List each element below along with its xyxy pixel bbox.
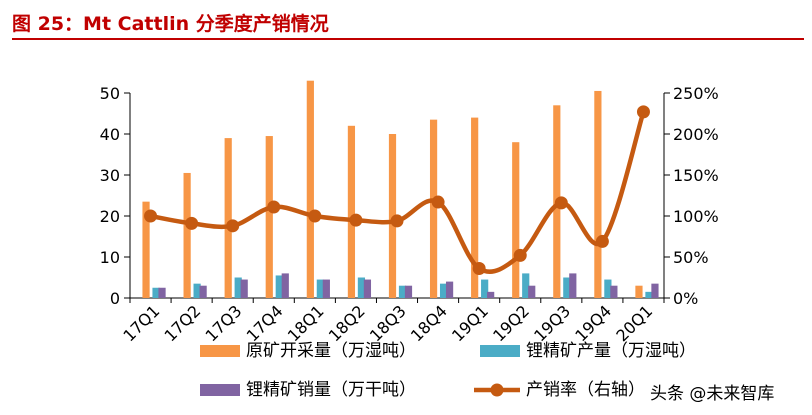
bar-1-19Q4 [594, 90, 602, 298]
bar-3-17Q3 [240, 279, 248, 298]
category-label: 17Q3 [202, 301, 246, 345]
chart-legend: 原矿开采量（万湿吨） 锂精矿产量（万湿吨） 锂精矿销量（万干吨） 产销率（右轴） [200, 341, 696, 400]
category-label: 19Q1 [448, 301, 492, 345]
bar-2-18Q4 [439, 283, 448, 298]
category-label: 17Q4 [243, 301, 287, 345]
bar-1-18Q1 [306, 80, 314, 298]
category-label: 19Q2 [489, 301, 533, 345]
bar-2-18Q1 [316, 279, 324, 298]
bar-3-19Q3 [569, 273, 577, 298]
sell-through-point-18Q1 [308, 209, 322, 223]
legend-swatch [200, 384, 240, 396]
chart-axes: 0 10 20 30 40 50 0% 50% 100% 150% 200% 250% [100, 84, 719, 308]
sell-through-point-19Q1 [472, 261, 486, 275]
bar-3-17Q1 [158, 287, 166, 298]
bar-2-20Q1 [645, 291, 653, 298]
bar-3-19Q4 [610, 285, 618, 298]
right-tick-label: 250% [673, 84, 719, 103]
bar-2-19Q2 [522, 273, 530, 298]
sell-through-point-17Q1 [144, 209, 158, 223]
sell-through-point-20Q1 [636, 105, 650, 119]
bar-3-19Q1 [487, 291, 495, 298]
bar-3-20Q1 [651, 283, 659, 298]
right-tick-label: 0% [673, 289, 698, 308]
bar-3-19Q2 [528, 285, 536, 298]
sell-through-point-18Q3 [390, 214, 404, 228]
sell-through-point-19Q4 [595, 234, 609, 248]
bar-1-17Q3 [224, 138, 232, 298]
bar-3-18Q3 [404, 285, 413, 298]
right-tick-label: 150% [673, 166, 719, 185]
chart-line [144, 105, 650, 275]
title-bar: 图 25：Mt Cattlin 分季度产销情况 [0, 0, 812, 40]
bar-2-18Q3 [398, 285, 407, 298]
left-tick-label: 50 [100, 84, 120, 103]
bar-1-20Q1 [635, 285, 643, 298]
bar-3-18Q1 [322, 279, 330, 298]
category-label: 19Q4 [571, 301, 615, 345]
sell-through-point-18Q2 [349, 213, 363, 227]
watermark: 头条 @未来智库 [650, 384, 774, 404]
bar-1-19Q1 [471, 117, 479, 298]
sell-through-point-18Q4 [431, 195, 445, 209]
bar-1-18Q4 [429, 119, 438, 299]
right-tick-label: 100% [673, 207, 719, 226]
bar-2-17Q2 [193, 283, 201, 298]
sell-through-point-17Q2 [185, 216, 199, 230]
bar-2-17Q4 [275, 275, 283, 298]
sell-through-line [150, 111, 646, 274]
legend-label: 锂精矿销量（万干吨） [246, 380, 416, 400]
legend-swatch [480, 345, 520, 357]
bar-2-17Q1 [152, 287, 160, 298]
bar-3-18Q2 [363, 279, 372, 298]
bar-1-18Q2 [347, 125, 356, 298]
bar-1-17Q4 [265, 136, 273, 298]
legend-label: 产销率（右轴） [526, 380, 645, 400]
sell-through-point-17Q3 [226, 219, 240, 233]
bar-2-19Q1 [481, 279, 489, 298]
title-divider [12, 38, 804, 40]
category-label: 17Q2 [161, 301, 205, 345]
bar-1-17Q1 [142, 201, 150, 298]
right-tick-label: 200% [673, 125, 719, 144]
category-label: 17Q1 [119, 301, 163, 345]
category-label: 19Q3 [530, 301, 574, 345]
bar-2-19Q4 [604, 279, 612, 298]
legend-swatch-marker [490, 383, 504, 397]
legend-label: 锂精矿产量（万湿吨） [526, 341, 696, 361]
chart-title: 图 25：Mt Cattlin 分季度产销情况 [12, 13, 329, 35]
bar-2-17Q3 [234, 277, 242, 298]
left-tick-label: 40 [100, 125, 120, 144]
bar-3-18Q4 [445, 281, 454, 298]
sell-through-point-19Q3 [554, 196, 568, 210]
chart-bars [142, 80, 659, 299]
category-label: 18Q1 [284, 301, 328, 345]
bar-2-19Q3 [563, 277, 571, 298]
category-labels: 17Q117Q217Q317Q418Q118Q218Q318Q419Q119Q2… [119, 301, 656, 345]
left-tick-label: 0 [110, 289, 120, 308]
sell-through-point-17Q4 [267, 200, 281, 214]
bar-1-18Q3 [388, 134, 397, 298]
legend-label: 原矿开采量（万湿吨） [246, 341, 416, 361]
sell-through-point-19Q2 [513, 248, 527, 262]
bar-3-17Q4 [281, 273, 289, 298]
category-label: 20Q1 [612, 301, 656, 345]
left-tick-label: 30 [100, 166, 120, 185]
bar-3-17Q2 [199, 285, 207, 298]
legend-swatch [200, 345, 240, 357]
bar-1-19Q2 [512, 142, 520, 298]
category-label: 18Q4 [407, 301, 451, 345]
bar-1-17Q2 [183, 172, 191, 298]
left-tick-label: 20 [100, 207, 120, 226]
category-label: 18Q3 [366, 301, 410, 345]
left-tick-label: 10 [100, 248, 120, 267]
right-tick-label: 50% [673, 248, 709, 267]
bar-2-18Q2 [357, 277, 366, 298]
category-label: 18Q2 [325, 301, 369, 345]
